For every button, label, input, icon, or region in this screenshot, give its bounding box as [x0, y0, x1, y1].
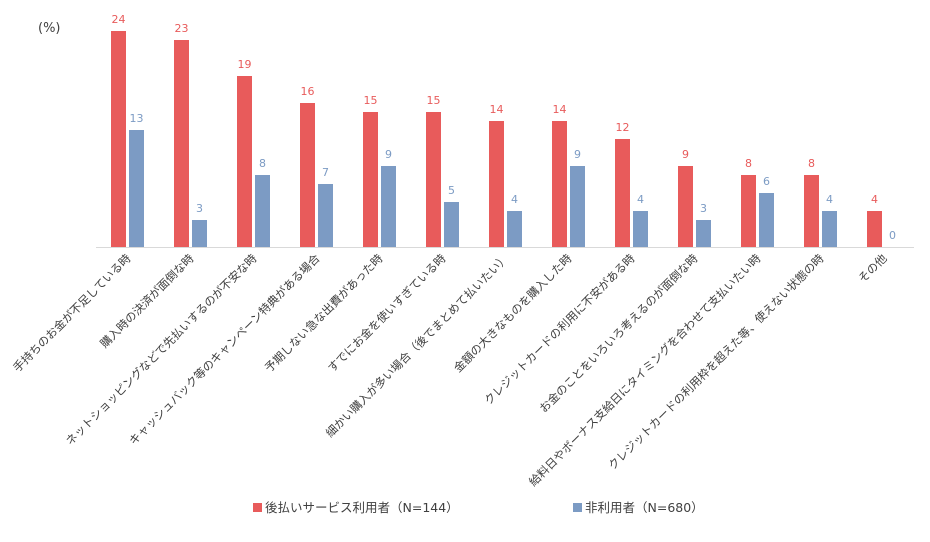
bar-s2-11 — [759, 193, 774, 247]
bar-s1-12 — [804, 175, 819, 247]
value-label-s1-1: 24 — [112, 13, 126, 26]
value-label-s1-8: 14 — [553, 103, 567, 116]
bar-s1-6 — [426, 112, 441, 247]
bar-s1-13 — [867, 211, 882, 247]
legend: 後払いサービス利用者（N=144） 非利用者（N=680） — [253, 500, 704, 515]
value-label-s2-3: 8 — [259, 157, 266, 170]
legend-swatch-series-2 — [573, 503, 582, 512]
value-label-s1-9: 12 — [616, 121, 630, 134]
bar-s2-10 — [696, 220, 711, 247]
category-label-12: クレジットカードの利用枠を超えた等、使えない状態の時 — [605, 251, 827, 473]
bar-s1-8 — [552, 121, 567, 247]
bar-s2-4 — [318, 184, 333, 247]
bar-s1-2 — [174, 40, 189, 247]
value-label-s1-3: 19 — [238, 58, 252, 71]
legend-swatch-series-1 — [253, 503, 262, 512]
value-label-s1-5: 15 — [364, 94, 378, 107]
value-label-s1-6: 15 — [427, 94, 441, 107]
bar-s1-11 — [741, 175, 756, 247]
bar-s1-9 — [615, 139, 630, 247]
bar-s2-5 — [381, 166, 396, 247]
bar-s1-1 — [111, 31, 126, 247]
value-label-s2-6: 5 — [448, 184, 455, 197]
value-label-s1-7: 14 — [490, 103, 504, 116]
value-label-s2-4: 7 — [322, 166, 329, 179]
bar-s2-3 — [255, 175, 270, 247]
bar-s1-3 — [237, 76, 252, 247]
value-label-s2-11: 6 — [763, 175, 770, 188]
category-label-6: すでにお金を使いすぎている時 — [325, 251, 449, 375]
bar-s2-9 — [633, 211, 648, 247]
bar-s2-6 — [444, 202, 459, 247]
category-label-8: 金額の大きなものを購入した時 — [451, 251, 575, 375]
value-label-s1-11: 8 — [745, 157, 752, 170]
bar-s1-10 — [678, 166, 693, 247]
category-label-5: 予期しない急な出費があった時 — [262, 251, 386, 375]
legend-label-series-1: 後払いサービス利用者（N=144） — [265, 500, 459, 515]
value-label-s1-12: 8 — [808, 157, 815, 170]
bar-s2-2 — [192, 220, 207, 247]
value-label-s2-10: 3 — [700, 202, 707, 215]
value-label-s1-4: 16 — [301, 85, 315, 98]
value-label-s2-12: 4 — [826, 193, 833, 206]
value-label-s2-7: 4 — [511, 193, 518, 206]
bar-s2-7 — [507, 211, 522, 247]
value-label-s1-2: 23 — [175, 22, 189, 35]
bar-s1-5 — [363, 112, 378, 247]
category-labels-group: 手持ちのお金が不足している時購入時の決済が面倒な時ネットショッピングなどで先払い… — [10, 251, 890, 489]
value-label-s2-9: 4 — [637, 193, 644, 206]
value-label-s2-5: 9 — [385, 148, 392, 161]
bar-s1-7 — [489, 121, 504, 247]
legend-label-series-2: 非利用者（N=680） — [585, 500, 704, 515]
bar-s1-4 — [300, 103, 315, 247]
bar-s2-12 — [822, 211, 837, 247]
y-unit-label: (%) — [38, 21, 61, 36]
value-label-s2-13: 0 — [889, 229, 896, 242]
bar-s2-1 — [129, 130, 144, 247]
value-label-s2-1: 13 — [130, 112, 144, 125]
value-label-s2-2: 3 — [196, 202, 203, 215]
category-label-11: 給料日やボーナス支給日にタイミングを合わせて支払いたい時 — [526, 251, 764, 489]
category-label-1: 手持ちのお金が不足している時 — [10, 251, 134, 375]
category-label-13: その他 — [855, 251, 890, 286]
value-label-s2-8: 9 — [574, 148, 581, 161]
value-label-s1-10: 9 — [682, 148, 689, 161]
value-label-s1-13: 4 — [871, 193, 878, 206]
bar-s2-8 — [570, 166, 585, 247]
